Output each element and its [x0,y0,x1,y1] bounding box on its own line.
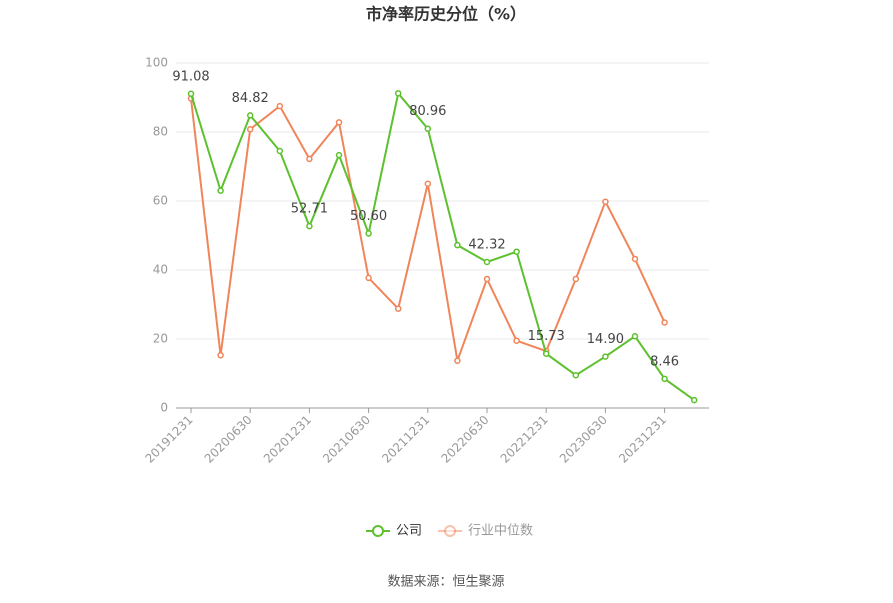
point [424,180,432,187]
series-line [190,98,666,365]
legend-marker [444,525,457,537]
x-tick-label: 20231231 [616,413,669,466]
point [513,337,520,344]
data-label: 91.08 [172,69,209,84]
data-label: 80.96 [409,104,446,119]
point [602,198,609,205]
data-label: 8.46 [650,354,679,369]
point [661,319,668,326]
y-tick-label: 20 [153,332,168,346]
x-tick-label: 20221231 [498,413,551,466]
point [572,275,580,283]
point [335,151,343,159]
x-tick-label: 20201231 [261,413,314,466]
point [513,248,520,255]
point [394,90,402,97]
y-tick-label: 80 [153,125,168,139]
point [483,258,491,266]
y-tick-label: 0 [160,401,168,415]
point [276,147,284,155]
x-tick-label: 20191231 [143,413,196,466]
point [690,396,698,404]
x-tick-label: 20211231 [379,413,432,466]
point [602,353,609,360]
point [217,351,224,359]
series-line [190,91,695,401]
y-tick-label: 100 [145,56,168,70]
point [542,350,550,357]
point [631,332,639,340]
legend-label: 行业中位数 [468,524,533,539]
x-tick-label: 20220630 [439,413,492,466]
data-label: 50.60 [350,209,387,224]
legend-label: 公司 [396,524,422,539]
x-tick-label: 20210630 [320,413,373,466]
point [483,275,491,283]
data-label: 15.73 [528,329,565,344]
point [394,305,402,312]
y-tick-label: 60 [153,194,168,208]
data-label: 14.90 [587,332,624,347]
data-label: 84.82 [232,91,269,106]
point [631,255,639,263]
legend-marker [372,525,384,537]
point [365,230,372,237]
x-tick-label: 20230630 [557,413,610,466]
point [276,102,284,110]
point [306,222,313,230]
point [246,125,254,133]
point [246,112,254,119]
point [187,90,195,98]
point [335,119,343,126]
point [424,125,432,132]
y-tick-label: 40 [153,263,168,277]
point [572,371,580,379]
data-label: 42.32 [468,237,505,252]
point [365,274,372,282]
chart-title: 市净率历史分位（%） [366,5,526,24]
x-tick-label: 20200630 [202,413,255,466]
data-label: 52.71 [291,202,328,217]
point [454,357,461,364]
point [306,155,313,163]
point [217,187,224,194]
source: 数据来源：恒生聚源 [387,575,504,590]
point [661,375,668,383]
point [454,241,461,249]
